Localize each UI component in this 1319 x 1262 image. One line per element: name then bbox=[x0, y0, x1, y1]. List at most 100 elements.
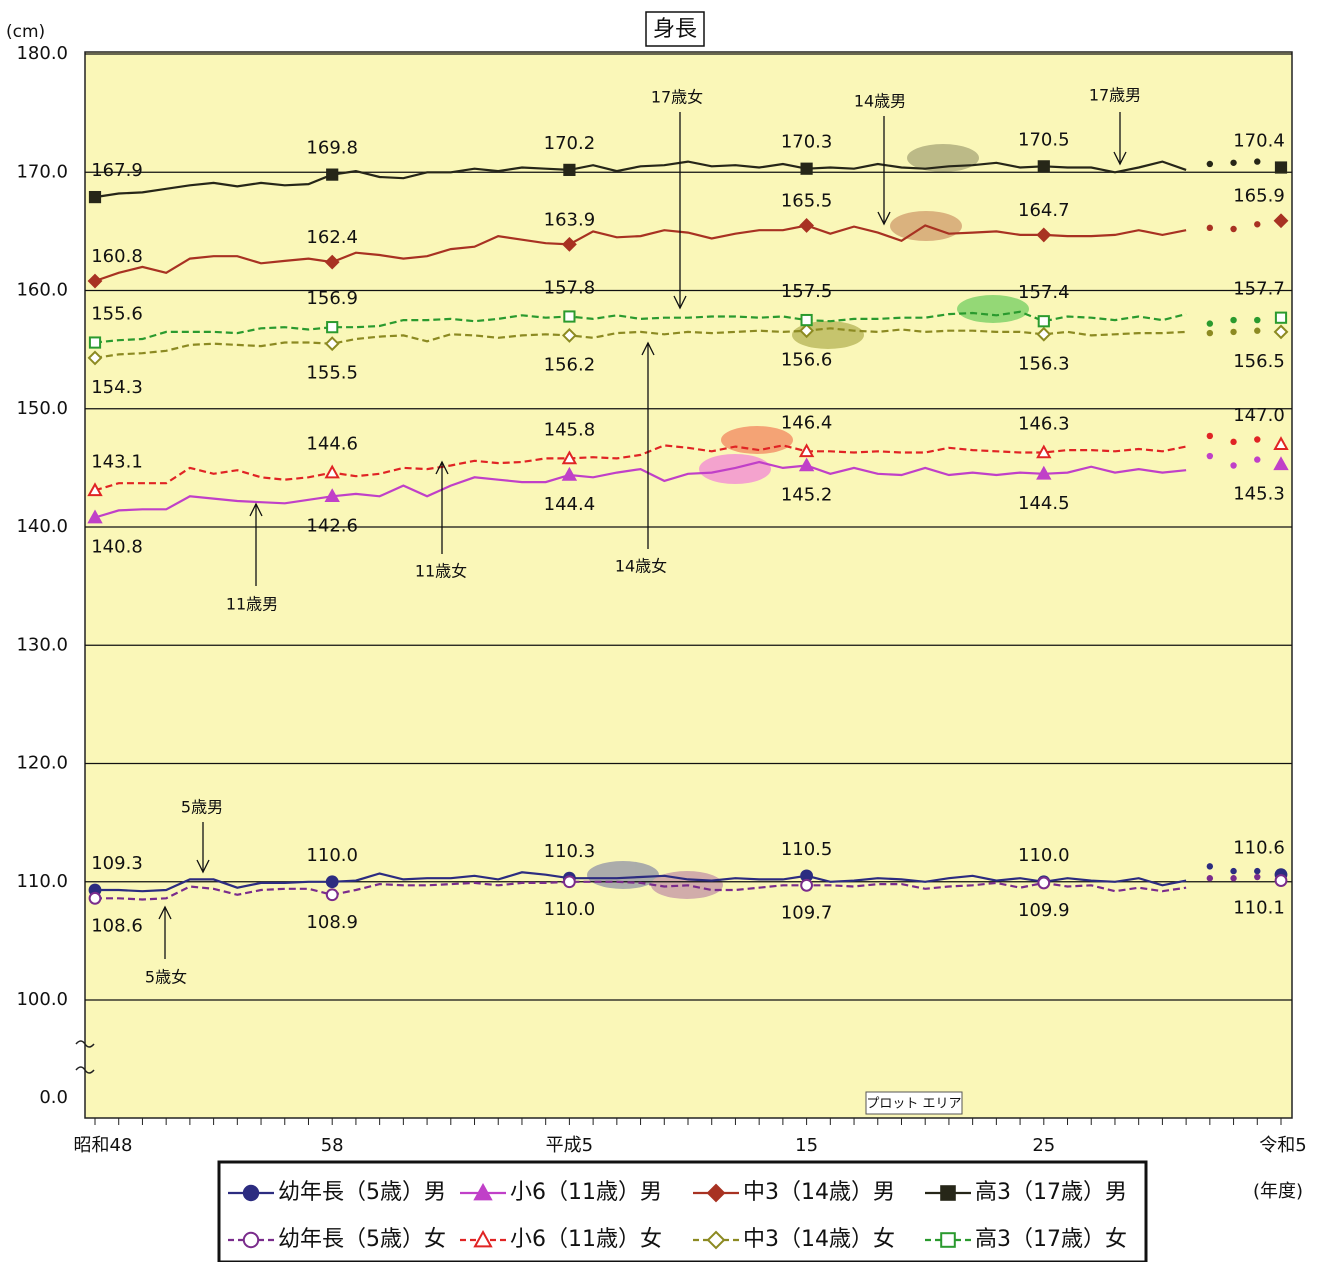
title-box bbox=[645, 11, 705, 47]
arrow-head bbox=[249, 502, 263, 517]
x-tick-label: 58 bbox=[321, 1135, 344, 1156]
y-tick-label: 110.0 bbox=[16, 871, 68, 892]
marker bbox=[798, 443, 815, 458]
annotation: 5歳女 bbox=[145, 968, 187, 987]
marker bbox=[1036, 326, 1052, 342]
dot bbox=[1230, 225, 1237, 233]
dot bbox=[1206, 863, 1214, 870]
legend-item: 高3（17歳）男 bbox=[925, 1180, 1127, 1205]
dot bbox=[1206, 452, 1214, 460]
marker bbox=[1037, 315, 1050, 328]
data-label: 145.3 bbox=[1233, 483, 1285, 504]
chart-title: 身長 bbox=[653, 17, 697, 42]
data-label: 154.3 bbox=[91, 377, 143, 398]
marker bbox=[325, 875, 339, 889]
marker bbox=[324, 336, 340, 352]
marker bbox=[798, 457, 815, 472]
data-label: 110.5 bbox=[781, 839, 833, 860]
dot bbox=[1254, 867, 1261, 875]
data-label: 156.6 bbox=[781, 350, 833, 371]
y-tick-label: 160.0 bbox=[16, 280, 68, 301]
y-tick-label: 180.0 bbox=[16, 43, 68, 64]
data-label: 156.2 bbox=[544, 354, 596, 375]
legend-label: 幼年長（5歳）男 bbox=[278, 1180, 446, 1205]
marker bbox=[87, 273, 103, 289]
data-label: 165.5 bbox=[781, 190, 833, 211]
legend-item: 高3（17歳）女 bbox=[925, 1227, 1127, 1252]
legend-item: 小6（11歳）女 bbox=[460, 1227, 662, 1252]
x-tick-label: 15 bbox=[795, 1135, 818, 1156]
axis-break bbox=[75, 1040, 95, 1074]
marker bbox=[561, 328, 577, 343]
marker bbox=[1273, 436, 1289, 451]
data-label: 156.9 bbox=[306, 288, 358, 309]
arrow-head bbox=[158, 905, 172, 920]
marker bbox=[561, 236, 577, 252]
arrow-head bbox=[435, 460, 449, 475]
marker bbox=[324, 464, 340, 479]
legend-label: 高3（17歳）女 bbox=[975, 1227, 1127, 1252]
data-label: 157.4 bbox=[1018, 282, 1070, 303]
x-tick-label: 昭和48 bbox=[74, 1135, 133, 1156]
y-tick-label: 100.0 bbox=[16, 989, 68, 1010]
dot bbox=[1254, 316, 1261, 324]
data-label: 110.0 bbox=[1018, 845, 1070, 866]
marker bbox=[324, 488, 340, 503]
break-mark bbox=[75, 1066, 95, 1074]
dot bbox=[1206, 160, 1214, 168]
x-tick-label: 令和5 bbox=[1259, 1135, 1306, 1156]
plot-area bbox=[84, 51, 1293, 1119]
data-label: 155.6 bbox=[91, 304, 143, 325]
data-label: 110.3 bbox=[544, 841, 596, 862]
dot bbox=[1206, 329, 1214, 337]
marker bbox=[799, 218, 815, 233]
y-tick-label: 130.0 bbox=[16, 634, 68, 655]
marker bbox=[800, 878, 813, 892]
marker bbox=[1273, 213, 1289, 229]
dot bbox=[1230, 438, 1237, 446]
data-label: 110.0 bbox=[306, 845, 358, 866]
grid bbox=[85, 53, 1292, 1001]
marker bbox=[561, 466, 578, 481]
marker bbox=[1037, 160, 1050, 173]
data-label: 140.8 bbox=[91, 537, 143, 558]
marker bbox=[800, 313, 813, 327]
marker bbox=[88, 891, 102, 905]
marker bbox=[324, 254, 340, 270]
marker bbox=[1273, 456, 1289, 471]
legend-item: 小6（11歳）男 bbox=[460, 1180, 662, 1205]
data-label: 144.5 bbox=[1018, 493, 1070, 514]
series-line bbox=[95, 880, 1187, 901]
y-tick-label: 0.0 bbox=[39, 1087, 68, 1108]
y-tick-label: 170.0 bbox=[16, 161, 68, 182]
data-label: 146.4 bbox=[781, 412, 833, 433]
annotation: 14歳男 bbox=[854, 92, 906, 111]
legend-marker bbox=[940, 1232, 956, 1248]
marker bbox=[326, 321, 339, 334]
marker bbox=[87, 509, 103, 524]
marker bbox=[561, 450, 578, 465]
data-label: 156.3 bbox=[1018, 353, 1070, 374]
dot bbox=[1206, 320, 1214, 327]
data-label: 155.5 bbox=[306, 363, 358, 384]
dot bbox=[1230, 462, 1237, 469]
dot bbox=[1254, 221, 1261, 228]
data-label: 110.1 bbox=[1233, 898, 1285, 919]
legend-marker bbox=[940, 1185, 956, 1201]
data-label: 160.8 bbox=[91, 246, 143, 267]
annotation: 5歳男 bbox=[181, 798, 223, 817]
dot bbox=[1230, 159, 1237, 166]
marker bbox=[1274, 311, 1288, 324]
dot bbox=[1206, 432, 1214, 440]
data-label: 144.4 bbox=[544, 494, 596, 515]
legend-item: 中3（14歳）男 bbox=[693, 1180, 895, 1205]
data-label: 145.2 bbox=[781, 485, 833, 506]
marker bbox=[799, 323, 815, 339]
series-line bbox=[94, 160, 1187, 199]
dot bbox=[1206, 875, 1214, 882]
annotation: 11歳女 bbox=[415, 562, 467, 581]
marker bbox=[88, 190, 102, 204]
tooltip: プロット エリア bbox=[866, 1097, 961, 1112]
